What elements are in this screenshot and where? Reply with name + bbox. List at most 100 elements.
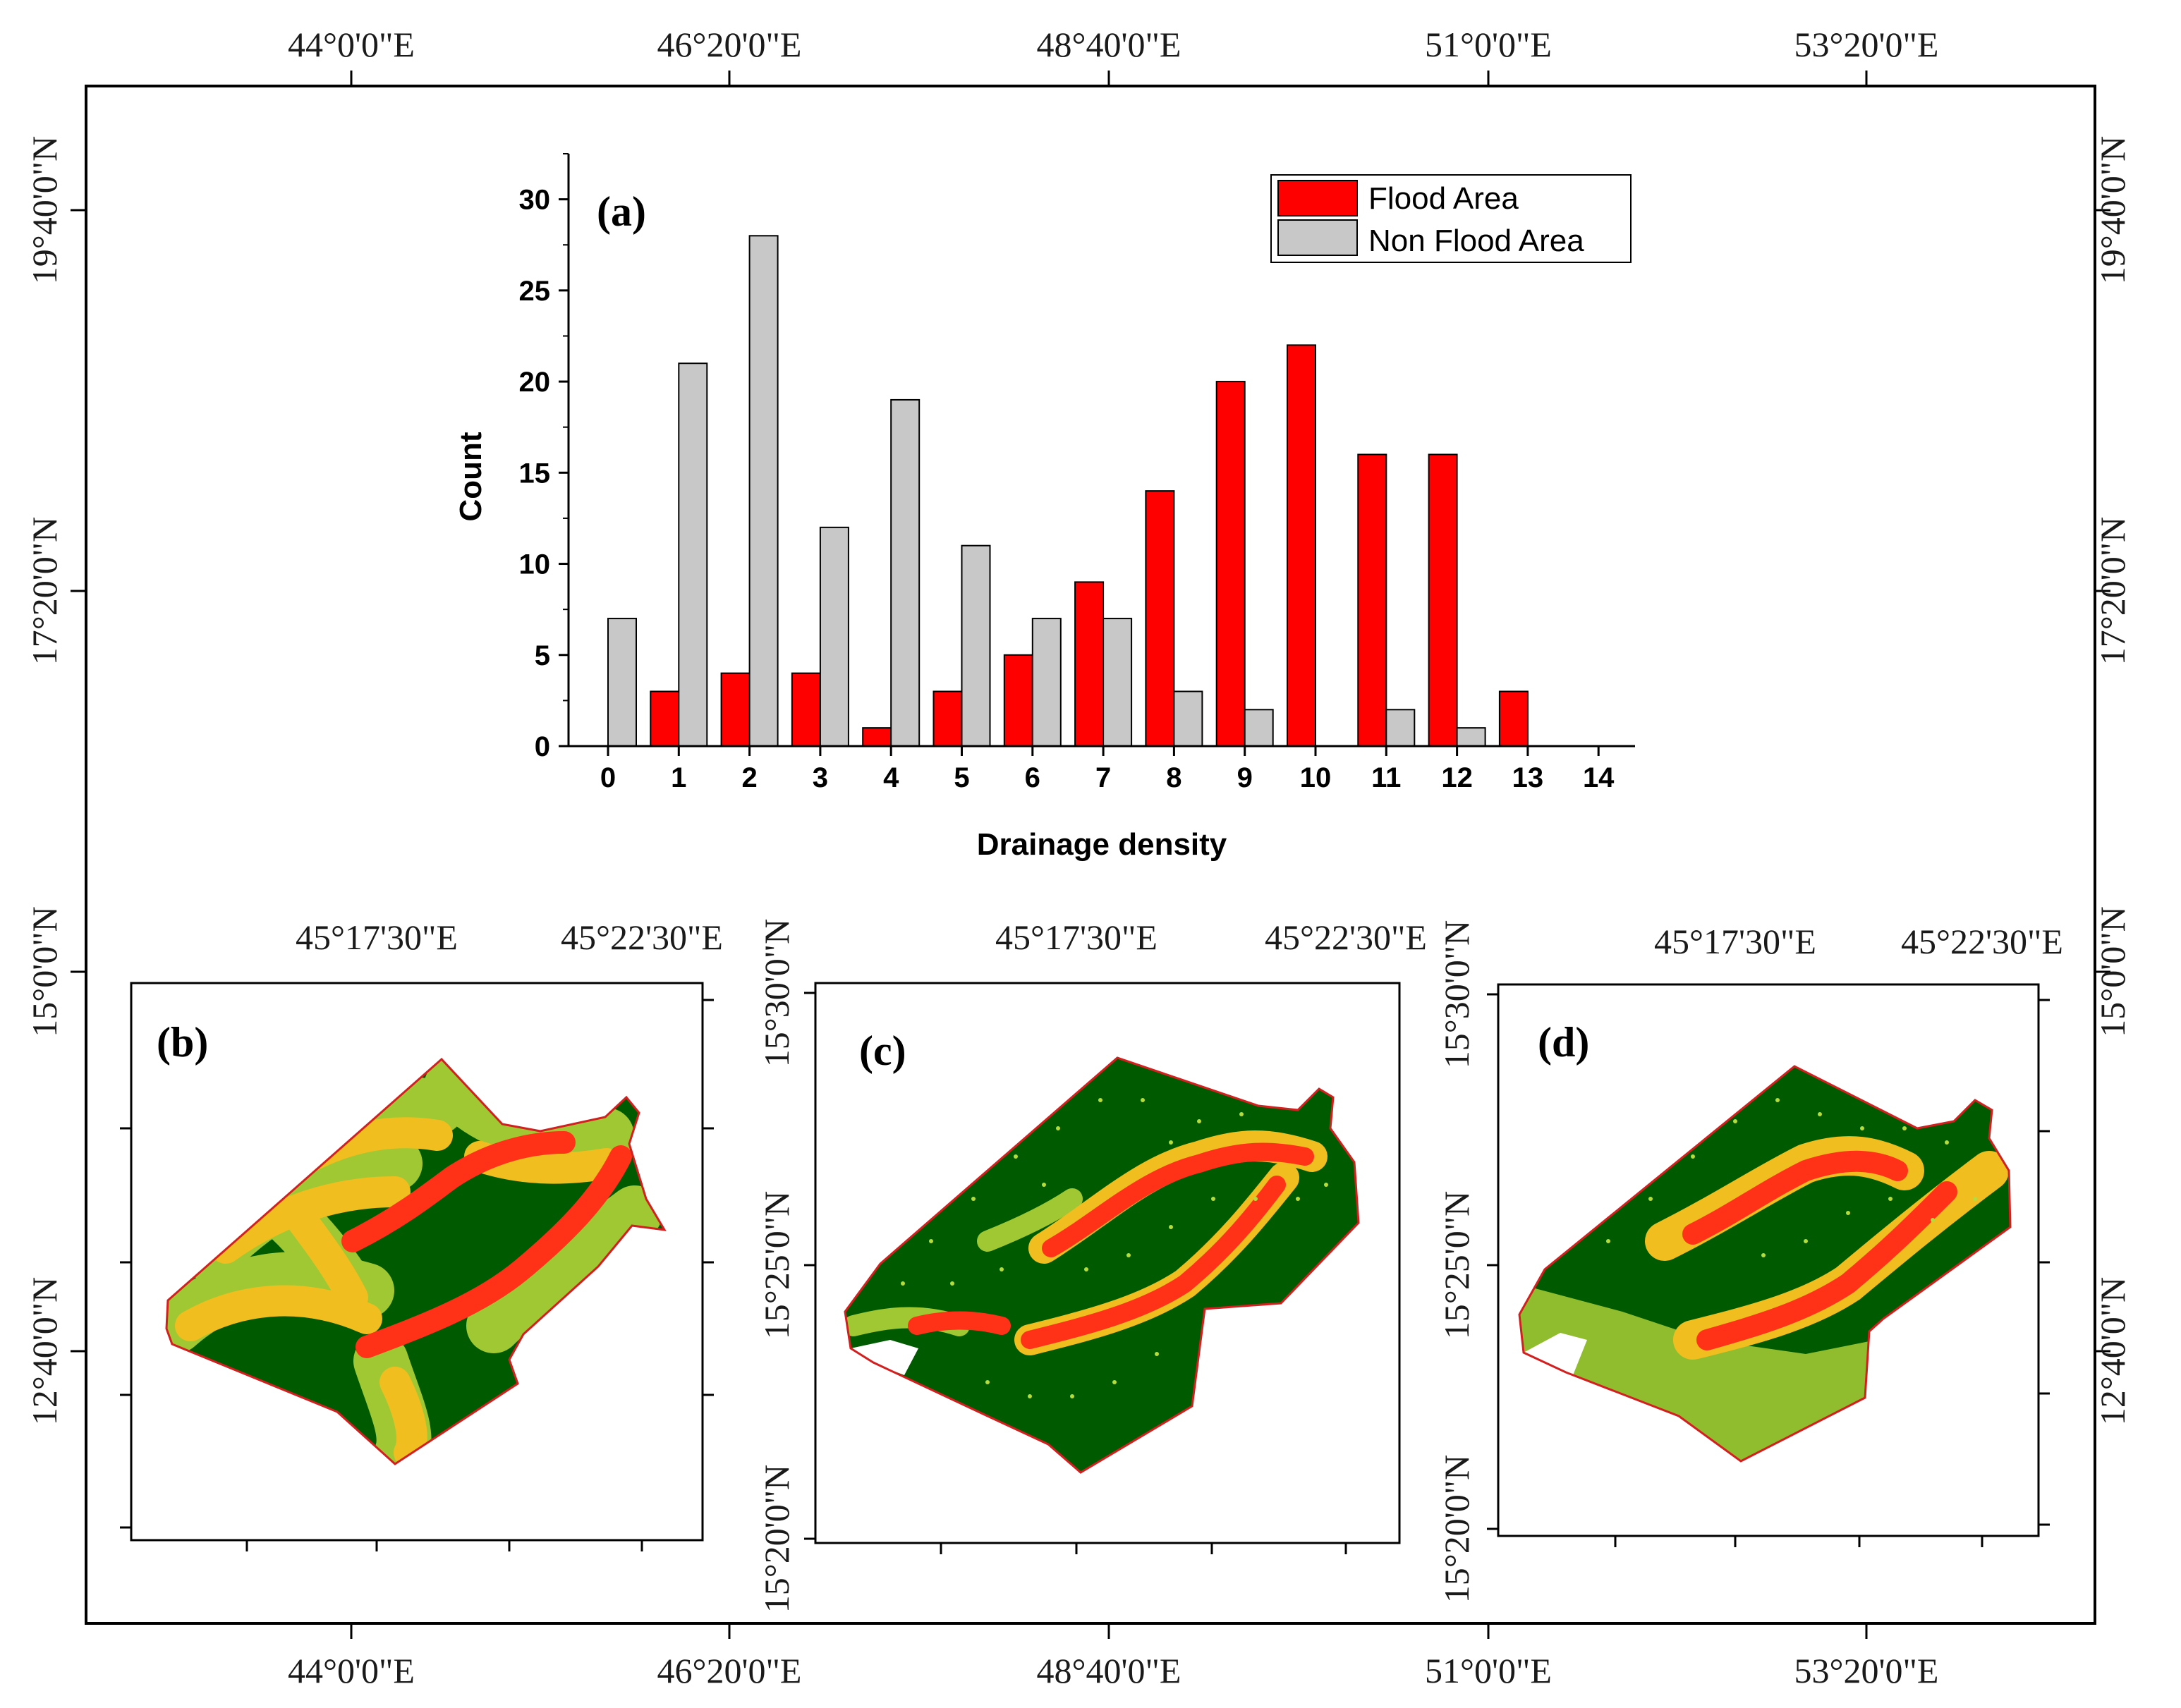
legend-label-non-flood: Non Flood Area (1368, 224, 1584, 258)
x-tick-label: 5 (954, 762, 969, 793)
outer-right-ticks (2095, 209, 2110, 1353)
chart-x-axis-title: Drainage density (977, 827, 1227, 862)
bar-non-flood-area (607, 618, 637, 747)
map-c-nodata-patch (851, 1340, 918, 1375)
map-d-left-lat-label: 15°25'0"N (1437, 1191, 1476, 1340)
map-d-zone-moderate-south (1519, 1283, 1890, 1461)
left-lat-label: 19°40'0"N (25, 136, 64, 285)
y-tick-label: 5 (535, 640, 550, 671)
map-b-ticks (120, 999, 714, 1551)
right-lat-label: 17°20'0"N (2093, 517, 2132, 666)
map-c-left-lat-label: 15°30'0"N (757, 919, 796, 1068)
map-c-left-lat-label: 15°25'0"N (757, 1191, 796, 1340)
map-b-boundary (165, 1057, 667, 1465)
x-tick-label: 9 (1237, 762, 1253, 793)
map-d-left-lat-label: 15°20'0"N (1437, 1455, 1476, 1604)
bar-non-flood-area (961, 544, 991, 747)
top-lon-label: 48°40'0"E (1037, 25, 1181, 64)
bar-non-flood-area (819, 526, 849, 747)
right-lat-label: 19°40'0"N (2093, 136, 2132, 285)
chart-y-axis: 0 5 10 15 20 25 30 (519, 153, 569, 762)
bar-non-flood-area (678, 362, 708, 747)
map-d-boundary (1518, 1065, 2012, 1463)
map-d-left-lat-label: 15°30'0"N (1437, 920, 1476, 1069)
bar-flood-area (650, 690, 680, 748)
chart-bars (607, 235, 1529, 748)
x-tick-label: 7 (1095, 762, 1111, 793)
bar-non-flood-area (1173, 690, 1203, 748)
left-lat-label: 12°40'0"N (25, 1277, 64, 1426)
x-tick-label: 14 (1583, 762, 1615, 793)
outer-left-ticks (71, 209, 86, 1353)
map-b-top-lon-label: 45°17'30"E (296, 917, 458, 957)
chart-legend: Flood Area Non Flood Area (1270, 174, 1632, 263)
x-tick-label: 6 (1025, 762, 1040, 793)
bar-flood-area (932, 690, 963, 748)
top-lon-label: 53°20'0"E (1794, 25, 1939, 64)
map-c-zone-very-high (908, 1142, 1314, 1349)
top-lon-label: 51°0'0"E (1425, 25, 1552, 64)
x-tick-label: 0 (600, 762, 616, 793)
right-lat-label: 12°40'0"N (2093, 1277, 2132, 1426)
map-c-label: (c) (859, 1027, 906, 1074)
bar-flood-area (1074, 581, 1105, 748)
bar-flood-area (862, 727, 892, 747)
outer-bottom-ticks (350, 1623, 1868, 1639)
bottom-lon-label: 46°20'0"E (657, 1651, 802, 1690)
y-tick-label: 10 (519, 549, 551, 580)
left-lat-label: 15°0'0"N (25, 906, 64, 1037)
y-tick-label: 30 (519, 185, 551, 216)
outer-frame: 44°0'0"E 46°20'0"E 48°40'0"E 51°0'0"E 53… (25, 25, 2132, 1690)
x-tick-label: 12 (1441, 762, 1473, 793)
map-d-zone-very-high (1682, 1150, 1957, 1350)
bar-flood-area (1003, 654, 1033, 747)
legend-swatch-flood (1277, 180, 1358, 216)
bar-flood-area (1145, 490, 1175, 748)
legend-swatch-non-flood (1277, 219, 1358, 256)
bar-non-flood-area (1244, 709, 1274, 747)
left-lat-label: 17°20'0"N (25, 517, 64, 666)
right-lat-label: 15°0'0"N (2093, 906, 2132, 1037)
top-lon-label: 44°0'0"E (288, 25, 415, 64)
top-lon-label: 46°20'0"E (657, 25, 802, 64)
x-tick-label: 1 (671, 762, 686, 793)
bar-flood-area (1428, 453, 1458, 747)
map-c-speckle (901, 1098, 1328, 1398)
map-d-top-lon-label: 45°17'30"E (1654, 922, 1816, 961)
map-c-top-lon-label: 45°22'30"E (1265, 917, 1427, 957)
bottom-lon-label: 48°40'0"E (1037, 1651, 1181, 1690)
bar-flood-area (1215, 381, 1246, 747)
x-tick-label: 11 (1371, 762, 1401, 793)
x-tick-label: 4 (883, 762, 899, 793)
map-b-zone-very-high (341, 1131, 632, 1358)
map-c-left-lat-label: 15°20'0"N (757, 1465, 796, 1614)
map-d-nodata-patch (1524, 1333, 1587, 1375)
x-tick-label: 10 (1300, 762, 1332, 793)
map-panel-c: (c) 45°17'30"E 45°22'30"E 15°30'0"N 15°2… (757, 917, 1427, 1613)
x-tick-label: 8 (1166, 762, 1181, 793)
chart-y-axis-title: Count (454, 432, 488, 521)
bar-flood-area (1287, 344, 1316, 747)
outer-top-ticks (350, 71, 1868, 86)
chart-x-axis: 0 1 2 3 4 5 6 7 8 9 10 11 12 13 14 (600, 746, 1615, 793)
legend-label-flood: Flood Area (1368, 181, 1519, 216)
y-tick-label: 0 (535, 731, 550, 762)
map-panel-d: (d) 45°17'30"E 45°22'30"E 15°30'0"N 15°2… (1437, 920, 2063, 1604)
x-tick-label: 3 (813, 762, 828, 793)
bottom-lon-label: 53°20'0"E (1794, 1651, 1939, 1690)
y-tick-label: 25 (519, 276, 551, 307)
map-d-top-lon-label: 45°22'30"E (1901, 922, 2063, 961)
map-b-top-lon-label: 45°22'30"E (561, 917, 723, 957)
map-c-ticks (804, 992, 1347, 1554)
bar-flood-area (791, 672, 821, 747)
chart-panel-label: (a) (597, 188, 646, 235)
bar-non-flood-area (890, 398, 921, 748)
bar-flood-area (1357, 453, 1387, 747)
x-tick-label: 13 (1512, 762, 1544, 793)
bottom-lon-label: 44°0'0"E (288, 1651, 415, 1690)
map-d-label: (d) (1538, 1019, 1589, 1066)
bar-non-flood-area (1031, 618, 1062, 747)
map-b-label: (b) (157, 1019, 208, 1066)
